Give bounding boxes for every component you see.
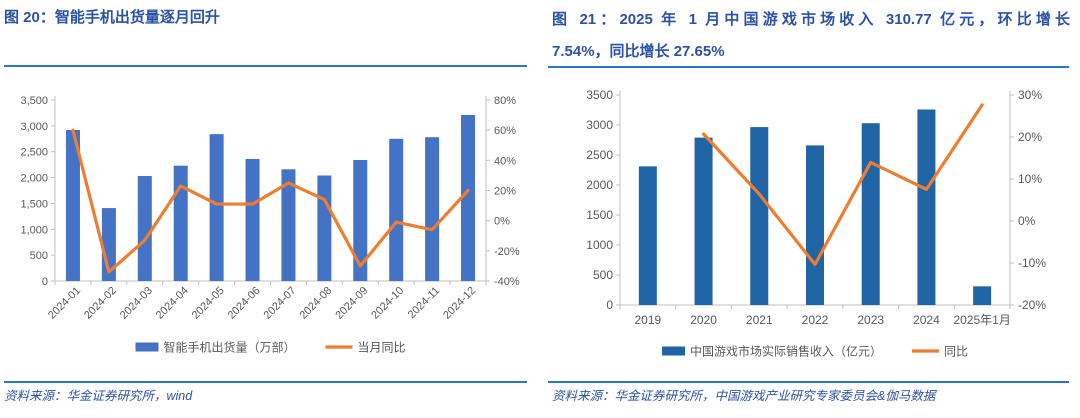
x-axis-label: 2024-06: [226, 285, 263, 322]
x-axis-label: 2024-02: [82, 285, 119, 322]
y-axis-right-label: 30%: [1018, 88, 1042, 102]
figure-20-title-rule: [4, 65, 527, 67]
x-axis-label: 2024-11: [406, 285, 442, 321]
y-axis-left-label: 2500: [586, 148, 613, 162]
x-axis-label: 2024-01: [46, 285, 83, 322]
figure-21-source-rule: [548, 381, 1069, 383]
bar: [638, 166, 657, 305]
line-series: [701, 103, 984, 266]
bar: [389, 138, 404, 281]
y-axis-left-label: 3500: [586, 88, 613, 102]
china-game-market-chart: 0 500 1000 1500 2000 2500 3000 3500 -20% -10% 0% 10…: [586, 88, 1046, 359]
x-axis-label: 2024-04: [154, 285, 191, 322]
y-axis-left-label: 2,500: [20, 147, 48, 159]
y-axis-right-label: 20%: [1018, 130, 1042, 144]
x-axis-label: 2024-07: [262, 285, 299, 322]
y-axis-left-label: 0: [42, 276, 48, 288]
x-axis-labels: 2024-012024-022024-032024-042024-052024-…: [46, 285, 478, 322]
bar: [973, 286, 992, 305]
figure-20-title: 图 20：智能手机出货量逐月回升: [4, 9, 220, 26]
legend-bar-swatch: [662, 346, 685, 356]
x-axis-label: 2025年1月: [953, 313, 1010, 327]
line-path: [71, 128, 470, 274]
x-axis-label: 2022: [802, 313, 829, 327]
y-axis-left-label: 2000: [586, 178, 613, 192]
figure-20-source-rule: [4, 381, 527, 383]
bar: [209, 134, 224, 281]
x-axis-label: 2024-08: [297, 285, 334, 322]
legend: 中国游戏市场实际销售收入（亿元） 同比: [662, 344, 968, 359]
line-path: [701, 103, 984, 266]
y-axis-left-label: 0: [606, 298, 613, 312]
y-axis-left-label: 1500: [586, 208, 613, 222]
y-axis-right-label: 60%: [494, 125, 516, 137]
legend-line-label: 当月同比: [358, 341, 406, 355]
x-axis-labels: 2019 2020 2021 2022 2023 2024 2025年1月: [635, 313, 1011, 327]
y-axis-right-label: 0%: [1018, 214, 1036, 228]
legend-bar-label: 智能手机出货量（万部）: [164, 340, 296, 355]
figure-21-source: 资料来源：华金证券研究所，中国游戏产业研究专家委员会&伽马数据: [552, 389, 936, 403]
y-axis-left-label: 3,500: [20, 95, 48, 107]
x-axis-label: 2024-10: [369, 285, 406, 322]
y-axis-right-label: 80%: [494, 95, 516, 107]
figure-21-title: 图 21：2025 年 1 月中国游戏市场收入 310.77 亿元，环比增长 7…: [552, 4, 1070, 68]
bar: [281, 169, 296, 281]
bar: [317, 175, 332, 281]
legend-bar-label: 中国游戏市场实际销售收入（亿元）: [690, 344, 882, 359]
y-axis-right-label: -10%: [1018, 256, 1046, 270]
axes: 0 500 1,000 1,500 2,000 2,500 3,000 3,500 -40% -2…: [20, 95, 519, 288]
y-axis-left-label: 3,000: [20, 121, 48, 133]
x-axis-label: 2021: [746, 313, 773, 327]
figure-21-title-line2: 7.54%，同比增长 27.65%: [552, 43, 725, 60]
axes: 0 500 1000 1500 2000 2500 3000 3500 -20% -10% 0% 10…: [586, 88, 1046, 312]
y-axis-left-label: 500: [593, 268, 613, 282]
x-axis-label: 2020: [690, 313, 717, 327]
y-axis-left-label: 1,000: [20, 224, 48, 236]
y-axis-right-label: 40%: [494, 155, 516, 167]
y-axis-right-label: -40%: [494, 276, 520, 288]
x-axis-label: 2019: [635, 313, 662, 327]
x-axis-label: 2024-05: [190, 285, 227, 322]
bar: [353, 159, 368, 281]
figure-21-title-line1: 图 21：2025 年 1 月中国游戏市场收入 310.77 亿元，环比增长: [552, 11, 1070, 28]
bar-series: [65, 114, 476, 281]
y-axis-left-label: 1,500: [20, 198, 48, 210]
figure-20-source: 资料来源：华金证券研究所，wind: [4, 389, 193, 403]
y-axis-left-label: 2,000: [20, 173, 48, 185]
y-axis-left-label: 1000: [586, 238, 613, 252]
bar: [245, 158, 260, 281]
bar: [750, 127, 769, 305]
bar: [65, 129, 80, 281]
bar-series: [638, 109, 992, 305]
x-axis-label: 2024-12: [441, 285, 478, 322]
bar: [173, 165, 188, 281]
bar: [917, 109, 936, 305]
y-axis-right-label: 0%: [494, 216, 510, 228]
bar: [861, 123, 880, 305]
figure-21-title-rule: [548, 66, 1069, 68]
x-axis-label: 2024-03: [118, 285, 155, 322]
bar: [425, 137, 440, 281]
bar: [461, 114, 476, 281]
x-axis-label: 2024: [913, 313, 940, 327]
figure-21-panel: 图 21：2025 年 1 月中国游戏市场收入 310.77 亿元，环比增长 7…: [540, 0, 1080, 418]
y-axis-right-label: -20%: [1018, 298, 1046, 312]
y-axis-right-label: 10%: [1018, 172, 1042, 186]
y-axis-left-label: 3000: [586, 118, 613, 132]
line-series: [71, 128, 470, 274]
y-axis-right-label: 20%: [494, 186, 516, 198]
x-axis-label: 2024-09: [333, 285, 370, 322]
y-axis-right-label: -20%: [494, 246, 520, 258]
x-axis-label: 2023: [857, 313, 884, 327]
legend-line-label: 同比: [944, 345, 968, 359]
legend-bar-swatch: [135, 342, 159, 352]
figure-20-panel: 图 20：智能手机出货量逐月回升 0 500 1,000 1,500 2,000 2,50…: [4, 9, 527, 403]
bar: [137, 176, 152, 281]
bar: [694, 137, 713, 305]
legend: 智能手机出货量（万部） 当月同比: [135, 340, 406, 355]
smartphone-shipments-chart: 0 500 1,000 1,500 2,000 2,500 3,000 3,500 -40% -2…: [20, 95, 519, 355]
bar: [806, 145, 824, 305]
y-axis-left-label: 500: [30, 250, 48, 262]
